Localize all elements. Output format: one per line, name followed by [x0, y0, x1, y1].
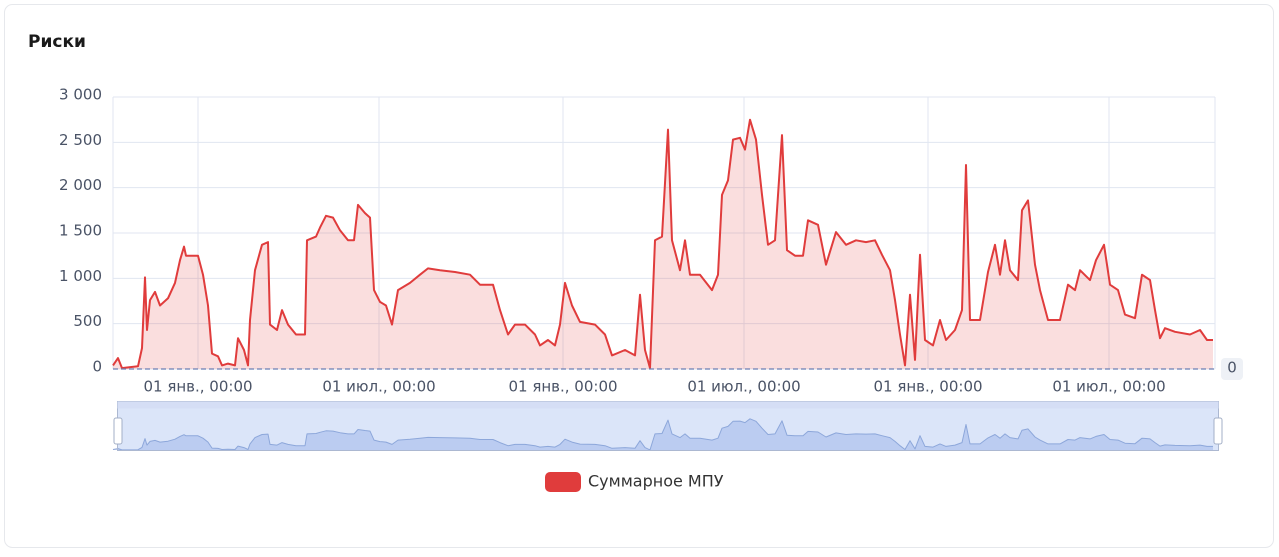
zoom-handle[interactable] [1213, 417, 1223, 445]
zoom-handle[interactable] [113, 417, 123, 445]
x-tick-label: 01 янв., 00:00 [143, 378, 252, 396]
y-tick-label: 1 000 [59, 267, 102, 285]
legend-label: Суммарное МПУ [588, 472, 724, 491]
legend-swatch [545, 472, 581, 492]
y-tick-label: 500 [73, 312, 102, 330]
x-tick-label: 01 июл., 00:00 [687, 378, 800, 396]
x-tick-label: 01 июл., 00:00 [1052, 378, 1165, 396]
x-tick-label: 01 янв., 00:00 [508, 378, 617, 396]
y-tick-label: 2 000 [59, 176, 102, 194]
series-line [112, 118, 1213, 370]
y-tick-label: 0 [92, 358, 102, 376]
x-tick-label: 01 июл., 00:00 [322, 378, 435, 396]
y-tick-label: 3 000 [59, 86, 102, 104]
x-tick-label: 01 янв., 00:00 [873, 378, 982, 396]
chart-title: Риски [28, 32, 86, 52]
mark-line-label: 0 [1227, 359, 1237, 377]
series-area [113, 119, 1213, 369]
mark-line-label-bg [1221, 358, 1243, 380]
y-tick-label: 1 500 [59, 222, 102, 240]
zoom-preview-line [112, 418, 1213, 451]
zoom-selection [117, 401, 1219, 451]
zoom-top-bar [117, 401, 1219, 409]
y-tick-label: 2 500 [59, 131, 102, 149]
zoom-preview-area [113, 418, 1213, 450]
